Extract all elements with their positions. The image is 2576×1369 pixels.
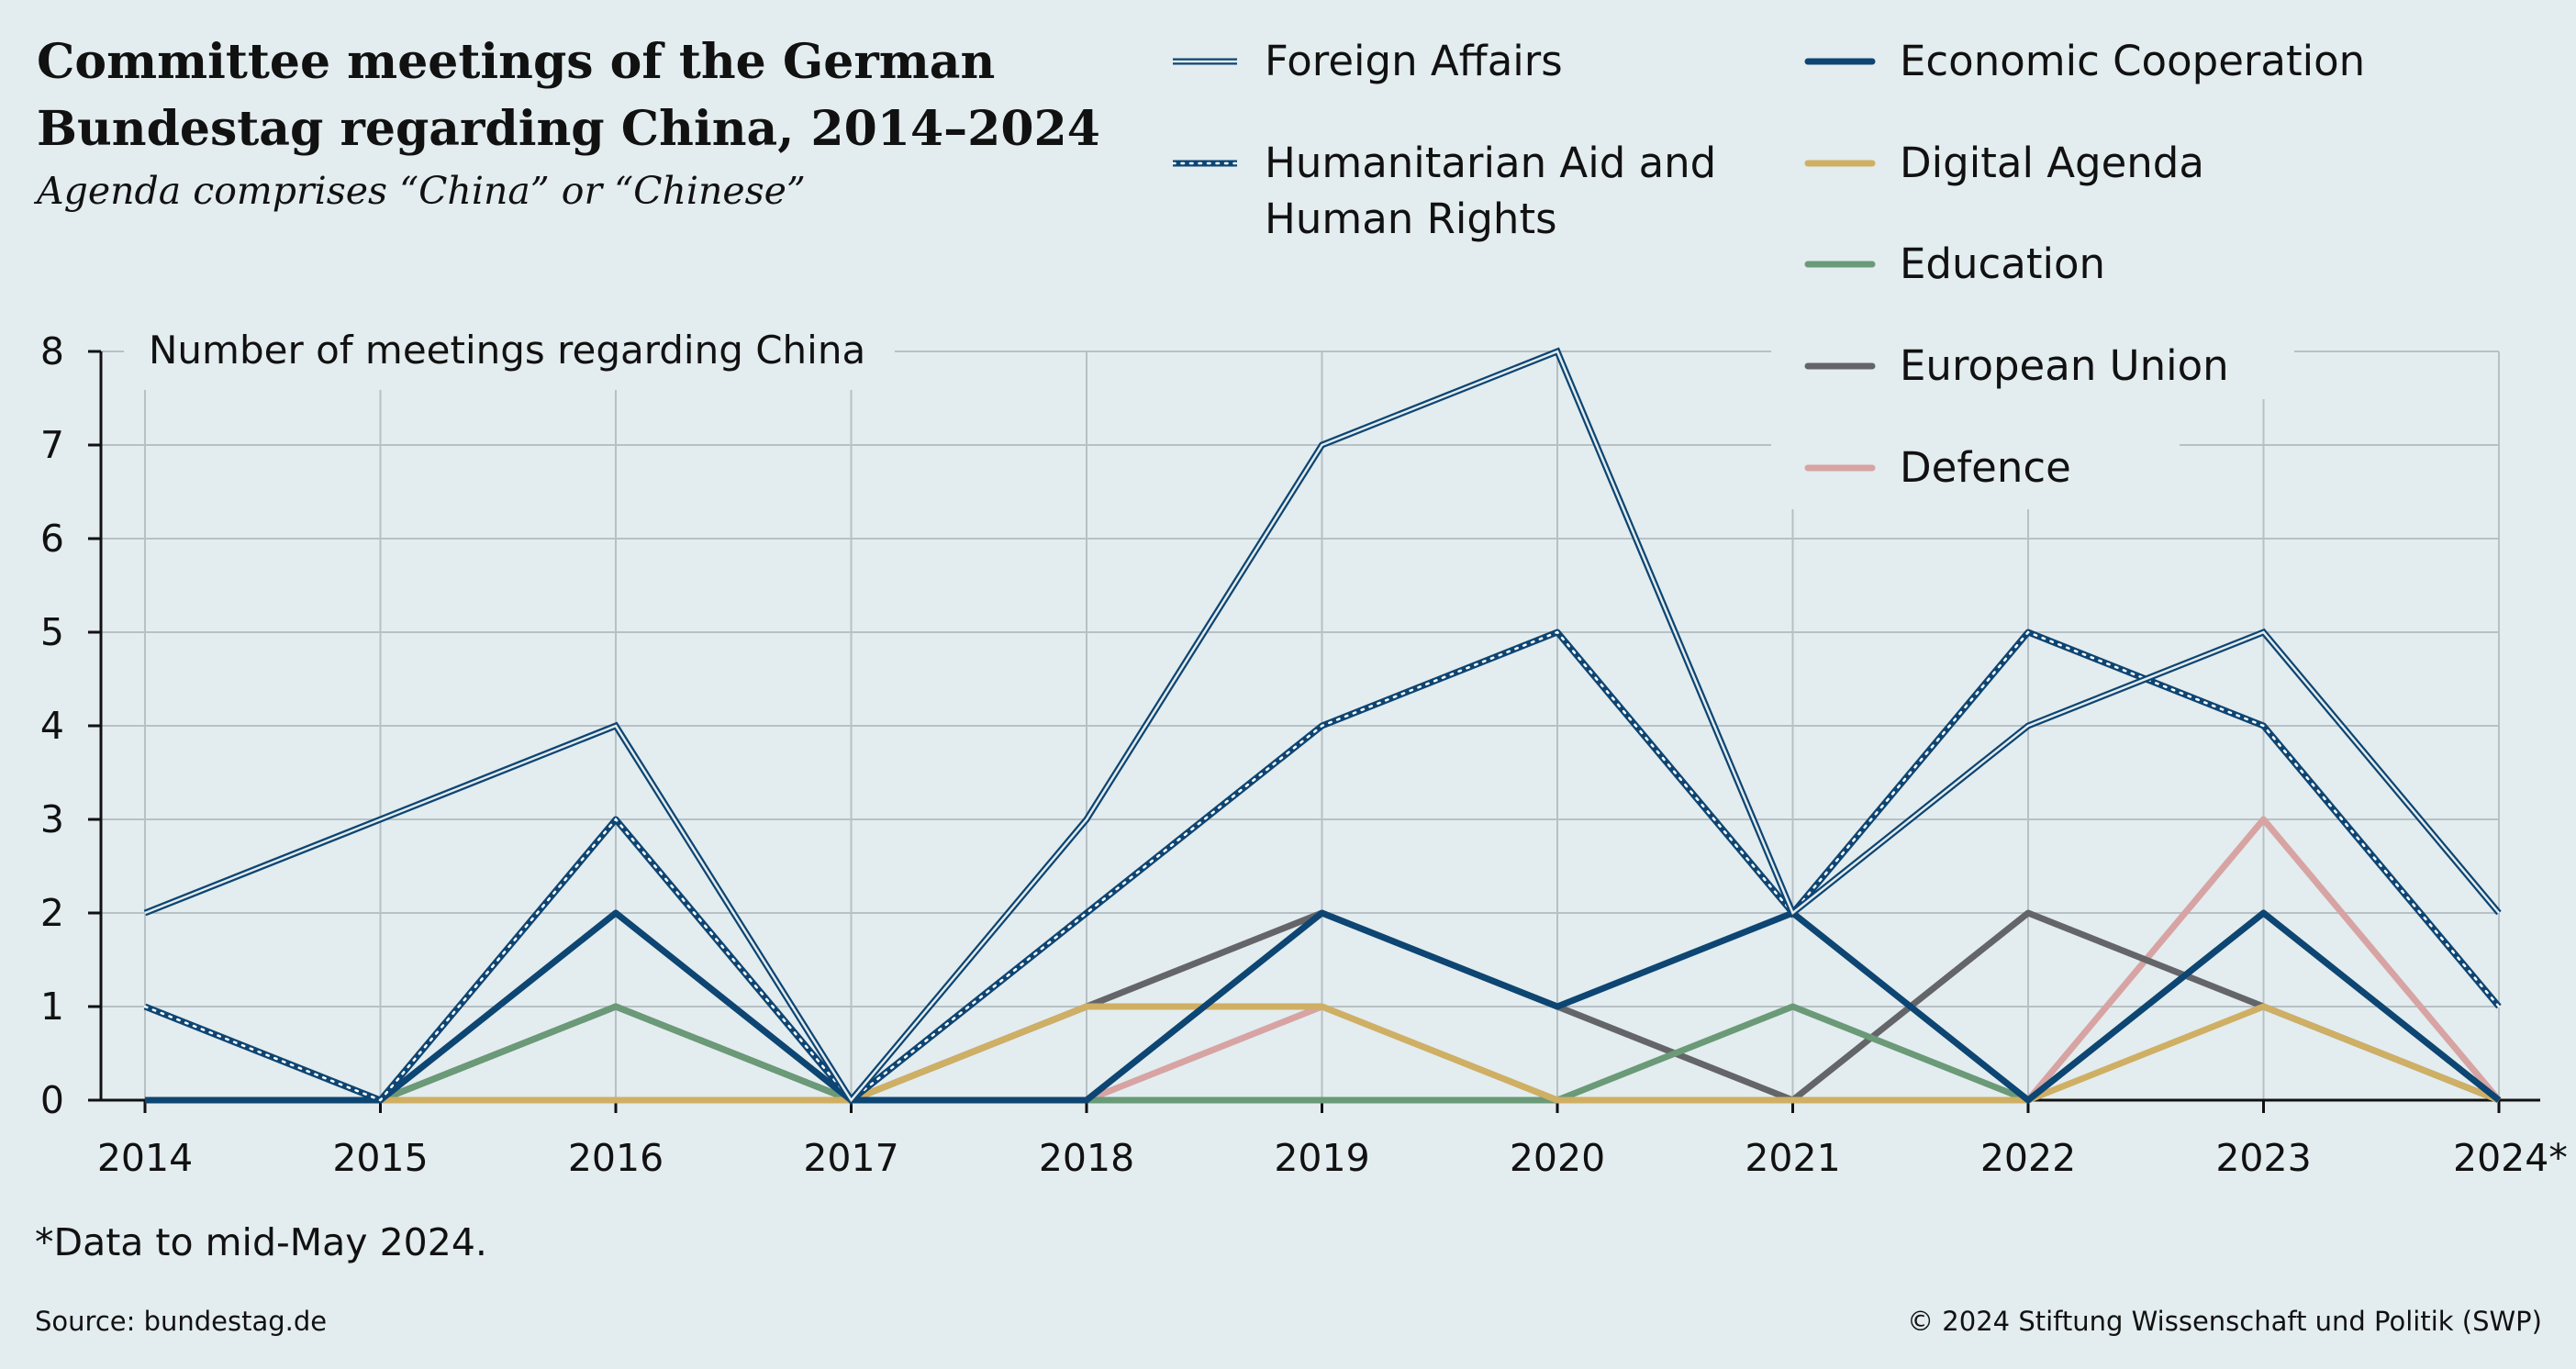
y-tick-label: 8 (40, 329, 64, 373)
y-tick-label: 3 (40, 797, 64, 841)
footnote: *Data to mid-May 2024. (35, 1220, 487, 1264)
legend: Foreign Affairs Humanitarian Aid and Human… (1171, 37, 2365, 509)
y-axis-label: Number of meetings regarding China (149, 328, 865, 373)
copyright-note: © 2024 Stiftung Wissenschaft und Politik… (1907, 1306, 2542, 1337)
x-tick-label: 2020 (1510, 1136, 1605, 1180)
legend-label: European Union (1900, 341, 2229, 390)
y-tick-label: 2 (40, 891, 64, 935)
y-tick-label: 1 (40, 985, 64, 1029)
legend-label: Humanitarian Aid and (1265, 139, 1716, 187)
x-tick-label: 2022 (1980, 1136, 2076, 1180)
legend-backdrop (1771, 326, 2294, 399)
x-tick-label: 2023 (2215, 1136, 2311, 1180)
chart-subtitle: Agenda comprises “China” or “Chinese” (33, 169, 806, 213)
chart-title-line-1: Committee meetings of the German (37, 34, 995, 90)
y-tick-label: 0 (40, 1078, 64, 1122)
axis-label-backdrop (124, 317, 895, 390)
legend-label: Defence (1900, 443, 2071, 492)
plot-area: 0 1 2 3 4 5 6 7 8 2014 2015 2016 2017 2018 2019 2020 202… (40, 317, 2568, 1180)
x-tick-label: 2019 (1274, 1136, 1369, 1180)
legend-label: Foreign Affairs (1265, 37, 1563, 85)
y-tick-label: 4 (40, 704, 64, 748)
legend-label: Education (1900, 239, 2105, 288)
x-tick-label: 2014 (97, 1136, 193, 1180)
source-note: Source: bundestag.de (35, 1306, 327, 1337)
y-tick-label: 5 (40, 610, 64, 654)
y-tick-label: 6 (40, 517, 64, 561)
legend-label: Economic Cooperation (1900, 37, 2365, 85)
y-tick-label: 7 (40, 423, 64, 467)
x-tick-label: 2018 (1039, 1136, 1134, 1180)
legend-label: Digital Agenda (1900, 139, 2204, 187)
x-tick-label: 2021 (1745, 1136, 1840, 1180)
x-tick-label: 2017 (803, 1136, 898, 1180)
legend-backdrop (1771, 399, 2180, 509)
legend-label-line-2: Human Rights (1265, 195, 1557, 243)
x-tick-label: 2024* (2453, 1136, 2568, 1180)
x-tick-label: 2015 (332, 1136, 428, 1180)
chart-title-line-2: Bundestag regarding China, 2014–2024 (37, 101, 1100, 157)
x-tick-label: 2016 (568, 1136, 664, 1180)
